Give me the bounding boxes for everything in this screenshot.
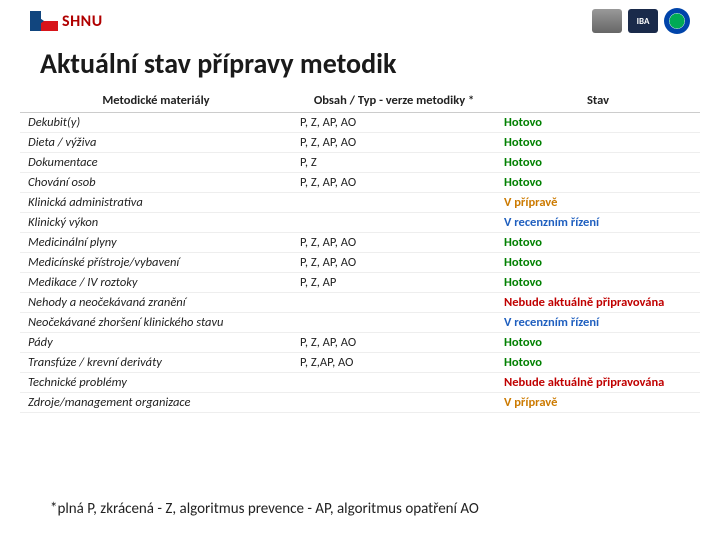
flag-icon xyxy=(30,11,58,31)
cell-content xyxy=(292,393,496,413)
methodics-table: Metodické materiály Obsah / Typ - verze … xyxy=(20,89,700,413)
cell-content: P, Z, AP xyxy=(292,273,496,293)
cell-content xyxy=(292,213,496,233)
cell-material: Klinická administrativa xyxy=(20,193,292,213)
table-row: DokumentaceP, ZHotovo xyxy=(20,153,700,173)
table-header-row: Metodické materiály Obsah / Typ - verze … xyxy=(20,89,700,113)
table-row: Medicínské přístroje/vybaveníP, Z, AP, A… xyxy=(20,253,700,273)
cell-content: P, Z, AP, AO xyxy=(292,233,496,253)
cell-status: Hotovo xyxy=(496,333,700,353)
header-bar: SHNU IBA xyxy=(0,0,720,38)
cell-content: P, Z,AP, AO xyxy=(292,353,496,373)
cell-content: P, Z, AP, AO xyxy=(292,133,496,153)
cell-status: Nebude aktuálně připravována xyxy=(496,373,700,393)
page-title: Aktuální stav přípravy metodik xyxy=(0,38,720,89)
partner-logo-3-icon xyxy=(664,8,690,34)
cell-material: Medicínské přístroje/vybavení xyxy=(20,253,292,273)
cell-material: Zdroje/management organizace xyxy=(20,393,292,413)
cell-content: P, Z, AP, AO xyxy=(292,333,496,353)
cell-material: Nehody a neočekávaná zranění xyxy=(20,293,292,313)
cell-material: Neočekávané zhoršení klinického stavu xyxy=(20,313,292,333)
table-row: Dekubit(y)P, Z, AP, AOHotovo xyxy=(20,113,700,133)
partner-logo-2-icon: IBA xyxy=(628,9,658,33)
cell-material: Medikace / IV roztoky xyxy=(20,273,292,293)
cell-material: Klinický výkon xyxy=(20,213,292,233)
table-row: Medikace / IV roztokyP, Z, APHotovo xyxy=(20,273,700,293)
cell-status: V přípravě xyxy=(496,193,700,213)
cell-status: V přípravě xyxy=(496,393,700,413)
col-header-materials: Metodické materiály xyxy=(20,89,292,113)
cell-content: P, Z, AP, AO xyxy=(292,173,496,193)
col-header-status: Stav xyxy=(496,89,700,113)
cell-status: Hotovo xyxy=(496,113,700,133)
cell-content xyxy=(292,293,496,313)
table-row: Klinický výkon V recenzním řízení xyxy=(20,213,700,233)
cell-content xyxy=(292,193,496,213)
cell-material: Dokumentace xyxy=(20,153,292,173)
table-row: Chování osobP, Z, AP, AOHotovo xyxy=(20,173,700,193)
table-row: Technické problémy Nebude aktuálně připra… xyxy=(20,373,700,393)
cell-status: Hotovo xyxy=(496,133,700,153)
logo-right: IBA xyxy=(592,8,690,34)
cell-content xyxy=(292,373,496,393)
cell-material: Transfúze / krevní deriváty xyxy=(20,353,292,373)
logo-left: SHNU xyxy=(30,11,103,31)
table-row: Medicinální plynyP, Z, AP, AOHotovo xyxy=(20,233,700,253)
cell-status: Nebude aktuálně připravována xyxy=(496,293,700,313)
footnote: *plná P, zkrácená - Z, algoritmus preven… xyxy=(50,500,479,518)
cell-status: V recenzním řízení xyxy=(496,313,700,333)
cell-status: Hotovo xyxy=(496,253,700,273)
table-row: Transfúze / krevní derivátyP, Z,AP, AOHo… xyxy=(20,353,700,373)
partner-logo-1-icon xyxy=(592,9,622,33)
cell-content xyxy=(292,313,496,333)
cell-content: P, Z, AP, AO xyxy=(292,253,496,273)
table-row: Zdroje/management organizace V přípravě xyxy=(20,393,700,413)
table-row: Klinická administrativa V přípravě xyxy=(20,193,700,213)
cell-material: Dieta / výživa xyxy=(20,133,292,153)
cell-status: Hotovo xyxy=(496,153,700,173)
cell-status: Hotovo xyxy=(496,233,700,253)
table-row: Neočekávané zhoršení klinického stavu V r… xyxy=(20,313,700,333)
table-row: Dieta / výživaP, Z, AP, AOHotovo xyxy=(20,133,700,153)
cell-material: Chování osob xyxy=(20,173,292,193)
cell-material: Medicinální plyny xyxy=(20,233,292,253)
org-abbrev: SHNU xyxy=(62,12,103,31)
cell-material: Pády xyxy=(20,333,292,353)
cell-material: Dekubit(y) xyxy=(20,113,292,133)
cell-status: V recenzním řízení xyxy=(496,213,700,233)
cell-material: Technické problémy xyxy=(20,373,292,393)
col-header-content: Obsah / Typ - verze metodiky * xyxy=(292,89,496,113)
cell-content: P, Z xyxy=(292,153,496,173)
cell-content: P, Z, AP, AO xyxy=(292,113,496,133)
cell-status: Hotovo xyxy=(496,353,700,373)
cell-status: Hotovo xyxy=(496,273,700,293)
cell-status: Hotovo xyxy=(496,173,700,193)
table-row: Nehody a neočekávaná zranění Nebude aktuá… xyxy=(20,293,700,313)
table-row: PádyP, Z, AP, AOHotovo xyxy=(20,333,700,353)
